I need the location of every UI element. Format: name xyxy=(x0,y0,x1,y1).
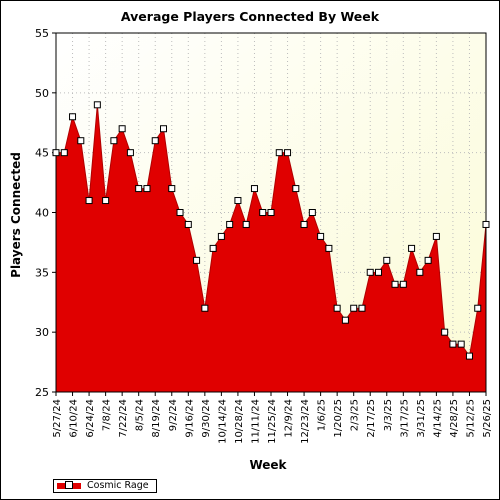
y-tick-label: 40 xyxy=(35,207,49,220)
chart-title: Average Players Connected By Week xyxy=(120,9,380,24)
x-tick-label: 8/19/24 xyxy=(151,399,162,438)
x-tick-label: 7/22/24 xyxy=(118,399,129,438)
x-tick-label: 10/14/24 xyxy=(217,399,228,444)
y-tick-label: 45 xyxy=(35,147,49,160)
data-point xyxy=(93,101,101,109)
data-point xyxy=(366,268,374,276)
x-tick-label: 7/8/24 xyxy=(102,399,113,431)
data-point xyxy=(267,209,275,216)
data-point xyxy=(201,304,209,312)
x-tick-label: 5/26/25 xyxy=(482,399,493,438)
data-point xyxy=(441,328,449,336)
data-point xyxy=(300,220,308,228)
data-point xyxy=(160,125,167,133)
data-point xyxy=(408,244,416,252)
data-point xyxy=(193,256,201,264)
data-point xyxy=(184,220,192,228)
data-point xyxy=(399,280,407,288)
x-tick-label: 6/10/24 xyxy=(69,399,80,438)
data-point xyxy=(317,232,325,240)
x-tick-label: 3/3/25 xyxy=(383,399,394,431)
data-point xyxy=(69,113,77,121)
x-tick-label: 10/28/24 xyxy=(234,399,245,444)
y-tick-label: 55 xyxy=(35,27,49,40)
x-tick-label: 1/20/25 xyxy=(333,399,344,438)
x-tick-label: 4/28/25 xyxy=(449,399,460,438)
data-point xyxy=(375,268,382,276)
data-point xyxy=(242,220,250,228)
x-tick-label: 6/24/24 xyxy=(85,399,96,438)
data-point xyxy=(449,340,457,348)
data-point xyxy=(85,197,93,205)
data-point xyxy=(226,220,234,228)
data-point xyxy=(126,149,134,157)
x-tick-label: 9/30/24 xyxy=(201,399,212,438)
x-tick-label: 12/23/24 xyxy=(300,399,311,444)
data-point xyxy=(424,256,432,264)
data-point xyxy=(77,137,85,145)
data-point xyxy=(250,185,258,193)
data-point xyxy=(284,149,292,157)
data-point xyxy=(275,149,283,157)
x-tick-label: 11/25/24 xyxy=(267,399,278,444)
data-point xyxy=(383,256,391,264)
data-point xyxy=(259,209,267,216)
y-tick-label: 30 xyxy=(35,326,49,339)
data-point xyxy=(482,220,490,228)
x-tick-label: 12/9/24 xyxy=(284,399,295,438)
data-point xyxy=(341,316,349,324)
data-point xyxy=(308,209,316,216)
x-tick-label: 3/17/25 xyxy=(399,399,410,438)
data-point xyxy=(151,137,159,145)
y-tick-label: 50 xyxy=(35,87,49,100)
x-tick-label: 3/31/25 xyxy=(416,399,427,438)
x-tick-label: 5/27/24 xyxy=(52,399,63,438)
data-point xyxy=(325,244,333,252)
data-point xyxy=(135,185,143,193)
x-tick-label: 2/17/25 xyxy=(366,399,377,438)
x-tick-label: 9/16/24 xyxy=(184,399,195,438)
x-tick-label: 2/3/25 xyxy=(350,399,361,431)
data-point xyxy=(416,268,424,276)
data-point xyxy=(110,137,118,145)
x-axis-label: Week xyxy=(249,458,287,472)
data-point xyxy=(350,304,358,312)
x-tick-label: 4/14/25 xyxy=(432,399,443,438)
data-point xyxy=(391,280,399,288)
legend-label: Cosmic Rage xyxy=(87,480,149,491)
x-tick-label: 8/5/24 xyxy=(135,399,146,431)
data-point xyxy=(234,197,242,205)
data-point xyxy=(60,149,68,157)
x-tick-label: 11/11/24 xyxy=(250,399,261,444)
data-point xyxy=(176,209,184,216)
y-tick-label: 35 xyxy=(35,266,49,279)
legend-marker xyxy=(65,481,73,489)
legend: Cosmic Rage xyxy=(53,479,157,493)
data-point xyxy=(465,352,473,360)
data-point xyxy=(168,185,176,193)
data-point xyxy=(102,197,110,205)
x-tick-label: 5/12/25 xyxy=(465,399,476,438)
data-point xyxy=(52,149,60,157)
data-point xyxy=(432,232,440,240)
data-point xyxy=(209,244,217,252)
x-tick-label: 1/6/25 xyxy=(317,399,328,431)
data-point xyxy=(457,340,465,348)
data-point xyxy=(358,304,366,312)
data-point xyxy=(217,232,225,240)
data-point xyxy=(143,185,151,193)
data-point xyxy=(292,185,300,193)
data-point xyxy=(118,125,126,133)
data-point xyxy=(333,304,341,312)
x-tick-label: 9/2/24 xyxy=(168,399,179,431)
data-point xyxy=(474,304,482,312)
y-tick-label: 25 xyxy=(35,386,49,399)
